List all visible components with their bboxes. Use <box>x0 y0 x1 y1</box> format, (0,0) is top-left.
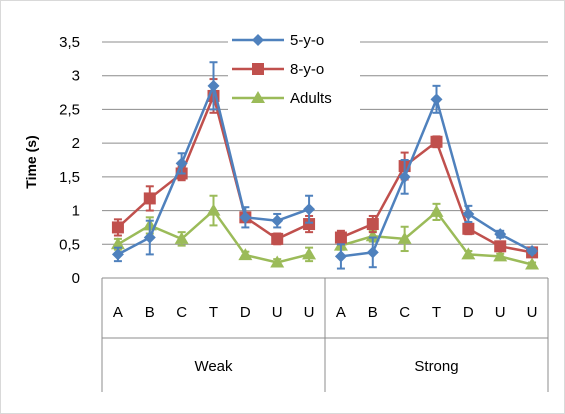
data-point-adults <box>238 248 253 261</box>
y-tick-label: 1,5 <box>59 169 80 186</box>
x-tick-label: B <box>368 304 378 321</box>
data-point-adults <box>174 231 189 244</box>
data-point-8-y-o <box>462 222 475 235</box>
legend-marker-5-y-o <box>252 34 264 46</box>
x-tick-label: D <box>240 304 251 321</box>
x-tick-label: T <box>209 304 218 321</box>
legend-label-8-y-o: 8-y-o <box>290 61 324 78</box>
legend-label-adults: Adults <box>290 90 332 107</box>
legend-label-5-y-o: 5-y-o <box>290 32 324 49</box>
data-point-adults <box>397 231 412 244</box>
x-tick-label: A <box>336 304 346 321</box>
data-point-5-y-o <box>430 93 443 106</box>
y-tick-label: 0 <box>72 270 80 287</box>
data-point-adults <box>429 204 444 217</box>
data-point-5-y-o <box>494 228 507 241</box>
data-point-8-y-o <box>111 221 124 234</box>
x-tick-label: A <box>113 304 123 321</box>
x-tick-label: T <box>432 304 441 321</box>
data-point-adults <box>270 255 285 268</box>
data-point-5-y-o <box>303 203 316 216</box>
data-point-5-y-o <box>398 170 411 183</box>
data-point-5-y-o <box>271 214 284 227</box>
data-point-5-y-o <box>462 207 475 220</box>
y-tick-label: 3 <box>72 68 80 85</box>
y-tick-label: 2,5 <box>59 101 80 118</box>
legend-marker-adults <box>251 91 265 103</box>
data-point-8-y-o <box>271 232 284 245</box>
x-tick-label: U <box>495 304 506 321</box>
y-tick-label: 1 <box>72 203 80 220</box>
x-tick-label: D <box>463 304 474 321</box>
legend-marker-8-y-o <box>252 63 264 75</box>
data-point-8-y-o <box>430 135 443 148</box>
x-tick-label: U <box>527 304 538 321</box>
x-tick-label: C <box>399 304 410 321</box>
data-point-5-y-o <box>366 246 379 259</box>
data-point-5-y-o <box>526 245 539 258</box>
x-tick-label: U <box>272 304 283 321</box>
data-point-5-y-o <box>239 211 252 224</box>
data-point-adults <box>110 237 125 250</box>
group-label: Weak <box>194 358 233 375</box>
data-point-adults <box>493 249 508 262</box>
x-tick-label: U <box>304 304 315 321</box>
y-tick-label: 3,5 <box>59 34 80 51</box>
x-tick-label: C <box>176 304 187 321</box>
data-point-adults <box>461 247 476 260</box>
x-tick-label: B <box>145 304 155 321</box>
data-point-adults <box>525 257 540 270</box>
y-axis-label: Time (s) <box>23 135 39 188</box>
data-point-8-y-o <box>334 231 347 244</box>
data-point-8-y-o <box>303 218 316 231</box>
data-point-adults <box>302 247 317 260</box>
data-point-8-y-o <box>494 240 507 253</box>
data-point-5-y-o <box>143 231 156 244</box>
data-point-8-y-o <box>366 218 379 231</box>
group-label: Strong <box>414 358 458 375</box>
data-point-5-y-o <box>175 157 188 170</box>
y-tick-label: 2 <box>72 135 80 152</box>
data-point-5-y-o <box>207 79 220 92</box>
data-point-adults <box>206 203 221 216</box>
data-point-5-y-o <box>334 250 347 263</box>
data-point-5-y-o <box>111 248 124 261</box>
y-tick-label: 0,5 <box>59 236 80 253</box>
data-point-8-y-o <box>143 192 156 205</box>
